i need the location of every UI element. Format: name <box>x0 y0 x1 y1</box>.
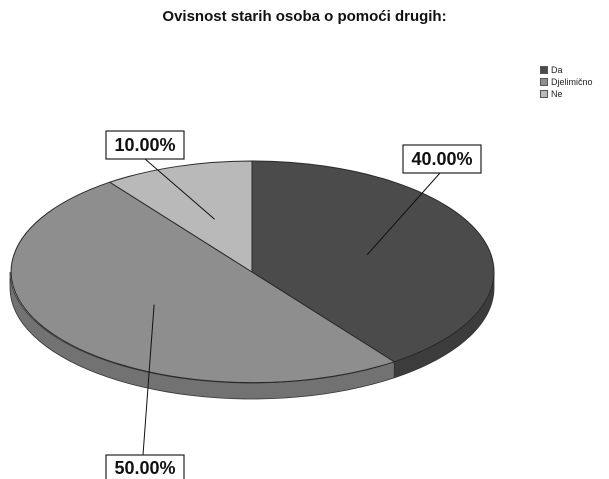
pie-top-faces <box>10 160 495 384</box>
legend-item-djelimicno: Djelimično <box>540 76 593 88</box>
legend-label-ne: Ne <box>551 89 563 99</box>
pie-slice-da <box>251 160 495 363</box>
leader-line-da <box>366 172 441 256</box>
data-label-box-ne <box>105 130 185 160</box>
chart-legend: Da Djelimično Ne <box>540 64 593 100</box>
pie-data-labels: 40.00% 50.00% 10.00% <box>105 130 482 479</box>
legend-swatch-djelimicno <box>540 78 548 86</box>
legend-label-da: Da <box>551 65 563 75</box>
legend-swatch-da <box>540 66 548 74</box>
legend-label-djelimicno: Djelimično <box>551 77 593 87</box>
leader-line-djelimično <box>142 304 155 456</box>
legend-item-da: Da <box>540 64 593 76</box>
data-label-box-da <box>402 144 482 174</box>
legend-item-ne: Ne <box>540 88 593 100</box>
data-label-box-djelimično <box>105 454 185 479</box>
leader-line-ne <box>144 158 215 220</box>
pie-slice-djelimično <box>10 181 396 384</box>
pie-slice-ne <box>108 160 253 273</box>
data-label-da: 40.00% <box>411 149 472 169</box>
legend-swatch-ne <box>540 90 548 98</box>
data-label-ne: 10.00% <box>114 135 175 155</box>
chart-title: Ovisnost starih osoba o pomoći drugih: <box>162 8 447 25</box>
data-label-djelimično: 50.00% <box>114 458 175 478</box>
